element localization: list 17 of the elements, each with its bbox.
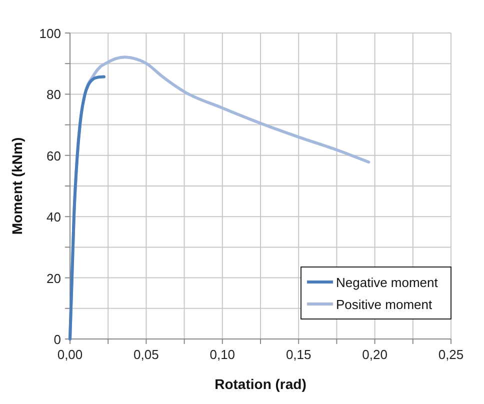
y-tick-label: 60	[46, 148, 61, 164]
y-tick-label: 20	[46, 270, 61, 286]
x-tick-label: 0,05	[134, 347, 159, 362]
y-tick-label: 100	[39, 26, 61, 41]
legend-label: Positive moment	[336, 297, 432, 312]
x-tick-label: 0,15	[286, 347, 312, 362]
x-tick-label: 0,00	[57, 347, 83, 362]
x-axis-title: Rotation (rad)	[214, 376, 306, 392]
line-series	[68, 75, 106, 340]
legend-label: Negative moment	[336, 275, 438, 290]
x-tick-label: 0,10	[210, 347, 236, 362]
y-tick-label: 80	[46, 87, 61, 102]
y-tick-label: 0	[54, 332, 61, 347]
y-axis-title: Moment (kNm)	[9, 137, 25, 235]
x-tick-label: 0,20	[362, 347, 388, 362]
y-tick-label: 40	[46, 210, 61, 225]
x-tick-label: 0,25	[438, 347, 464, 362]
